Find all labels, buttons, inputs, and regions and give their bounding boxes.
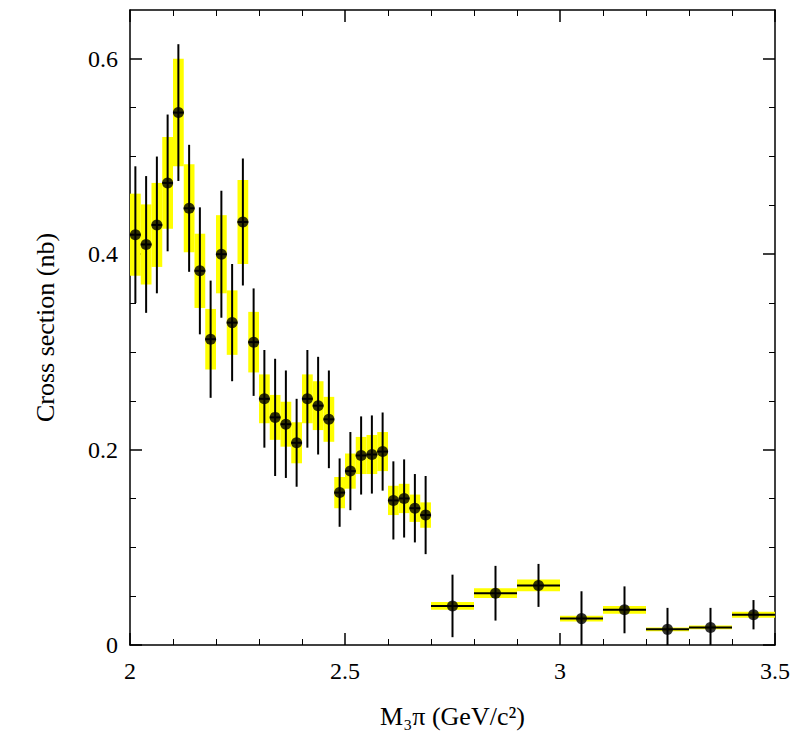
svg-text:0.6: 0.6 [88, 46, 118, 72]
svg-text:2.5: 2.5 [330, 658, 360, 684]
svg-text:0.2: 0.2 [88, 437, 118, 463]
svg-text:M₃π (GeV/c²): M₃π (GeV/c²) [380, 702, 525, 731]
svg-text:3.5: 3.5 [760, 658, 790, 684]
svg-text:0: 0 [106, 632, 118, 658]
svg-text:3: 3 [554, 658, 566, 684]
svg-text:Cross section (nb): Cross section (nb) [31, 233, 60, 422]
svg-text:2: 2 [124, 658, 136, 684]
svg-text:0.4: 0.4 [88, 241, 118, 267]
